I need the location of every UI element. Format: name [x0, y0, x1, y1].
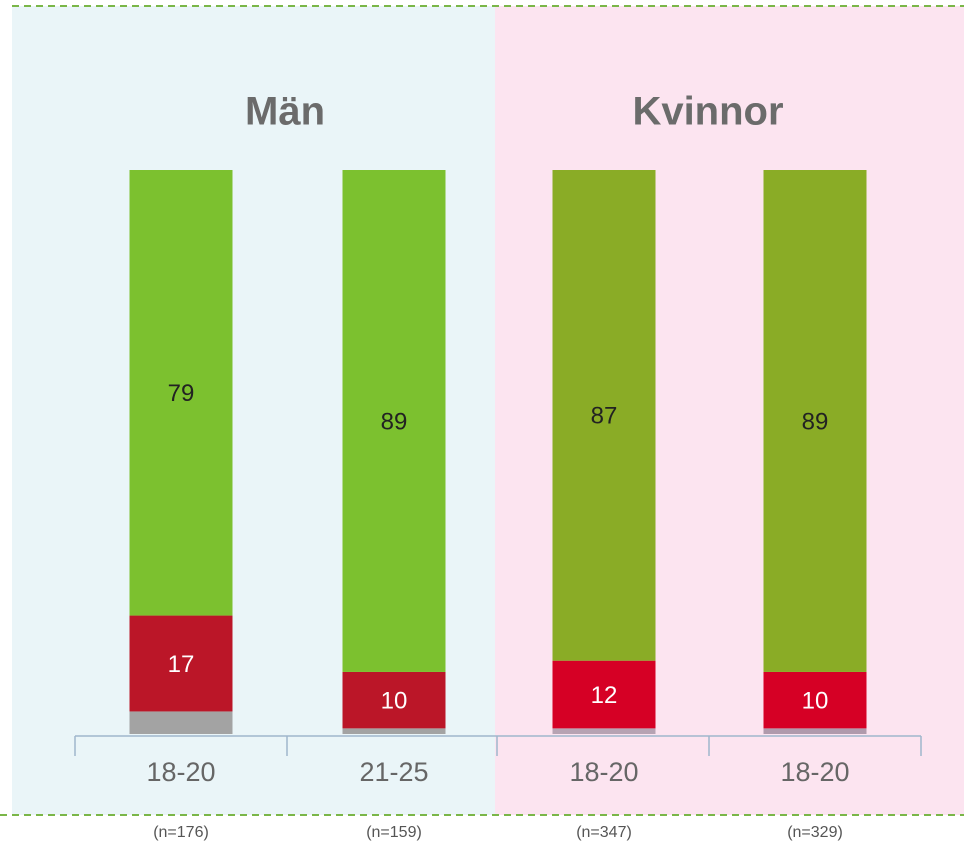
- sample-size: (n=347): [576, 824, 632, 841]
- bar-segment: [129, 170, 233, 616]
- value-label: 89: [802, 408, 829, 435]
- bar-segment: [763, 671, 867, 729]
- group-title: Kvinnor: [632, 90, 783, 134]
- bar-segment: [342, 170, 446, 672]
- x-tick-label: 18-20: [780, 757, 849, 787]
- bar-segment: [552, 170, 656, 661]
- x-tick-label: 21-25: [359, 757, 428, 787]
- value-label: 89: [381, 408, 408, 435]
- bar-segment: [763, 170, 867, 672]
- bar-segment: [129, 711, 233, 734]
- bar-segment: [552, 728, 656, 734]
- value-label: 10: [802, 688, 829, 715]
- value-label: 87: [591, 403, 618, 430]
- value-label: 79: [168, 380, 195, 407]
- group-title: Män: [245, 90, 325, 134]
- x-tick-label: 18-20: [569, 757, 638, 787]
- value-label: 12: [591, 682, 618, 709]
- bar-segment: [342, 728, 446, 734]
- x-tick-label: 18-20: [146, 757, 215, 787]
- sample-size: (n=159): [366, 824, 422, 841]
- bar-segment: [763, 728, 867, 734]
- bar-segment: [342, 671, 446, 729]
- sample-size: (n=176): [153, 824, 209, 841]
- bar-segment: [552, 660, 656, 729]
- bar-segment: [129, 615, 233, 712]
- sample-size: (n=329): [787, 824, 843, 841]
- value-label: 10: [381, 688, 408, 715]
- value-label: 17: [168, 651, 195, 678]
